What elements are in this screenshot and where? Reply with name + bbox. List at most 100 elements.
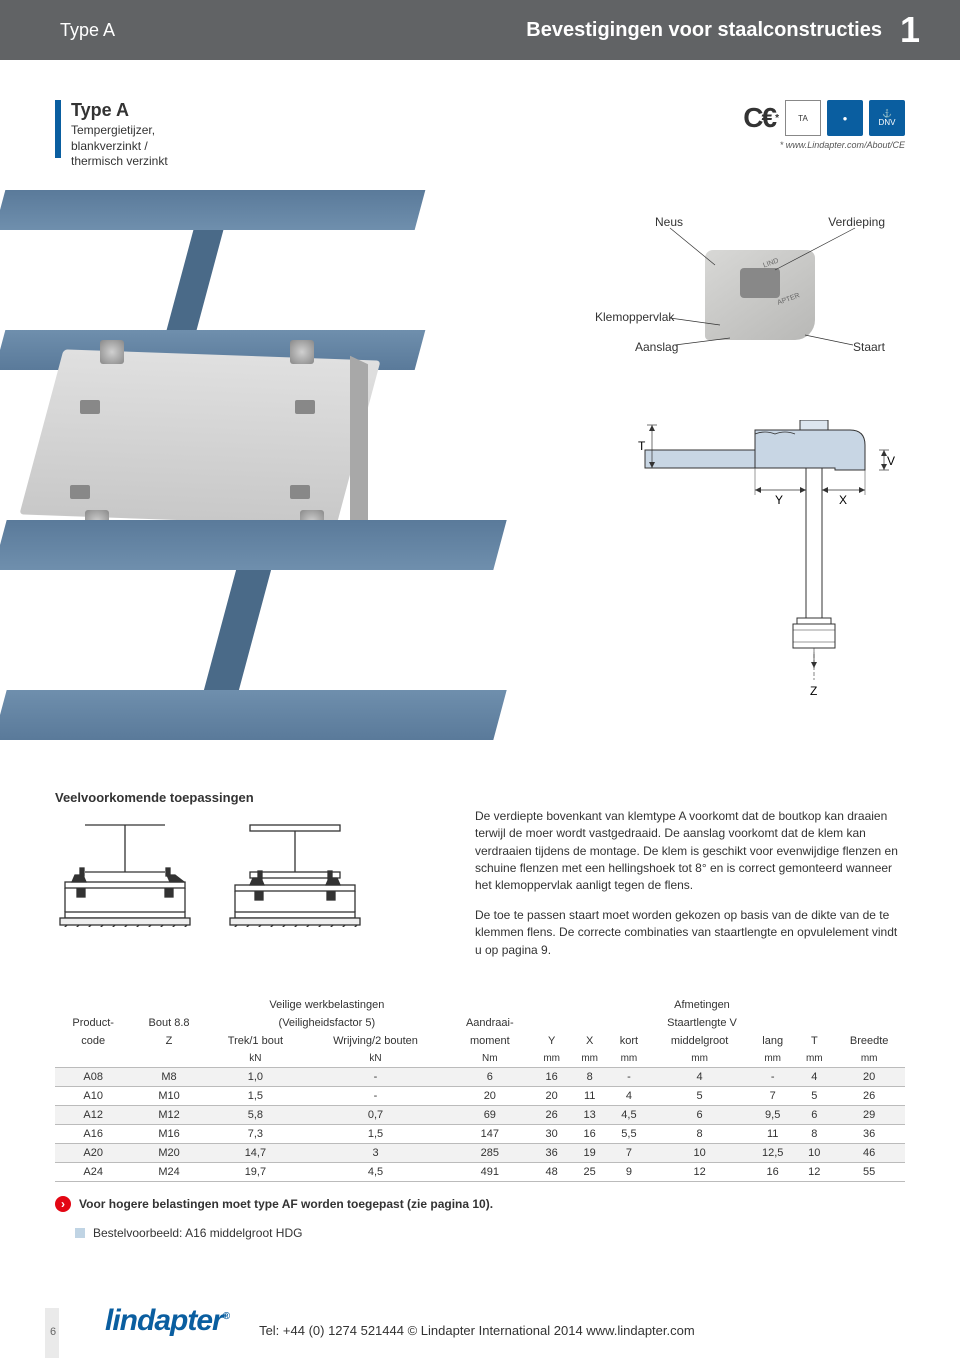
type-desc-1: Tempergietijzer, xyxy=(71,123,168,139)
header-type-label: Type A xyxy=(60,20,115,41)
beam-render xyxy=(0,180,540,780)
table-cell: 1,5 xyxy=(304,1124,447,1143)
nut-icon xyxy=(80,400,100,414)
table-cell: 12 xyxy=(795,1162,833,1181)
table-cell: 7 xyxy=(609,1143,650,1162)
table-cell: 5,5 xyxy=(609,1124,650,1143)
table-cell: 0,7 xyxy=(304,1105,447,1124)
technical-drawing: T V Y xyxy=(625,420,895,710)
th-mm1: mm xyxy=(533,1050,571,1068)
lower-beam xyxy=(0,520,500,740)
table-cell: M24 xyxy=(131,1162,206,1181)
apps-description: De verdiepte bovenkant van klemtype A vo… xyxy=(475,790,905,971)
upper-beam xyxy=(0,190,420,370)
table-cell: 25 xyxy=(571,1162,609,1181)
table-cell: 8 xyxy=(649,1124,750,1143)
header-title: Bevestigingen voor staalconstructies xyxy=(526,19,882,42)
leader-lines xyxy=(595,210,905,390)
type-desc-3: thermisch verzinkt xyxy=(71,154,168,170)
th-mm5: mm xyxy=(750,1050,795,1068)
table-cell: 8 xyxy=(795,1124,833,1143)
header-page-number: 1 xyxy=(900,9,920,51)
table-cell: 7,3 xyxy=(207,1124,304,1143)
table-cell: 29 xyxy=(833,1105,905,1124)
table-cell: - xyxy=(304,1067,447,1086)
table-cell: - xyxy=(304,1086,447,1105)
table-cell: 6 xyxy=(649,1105,750,1124)
footer-page-number: 6 xyxy=(50,1326,56,1338)
table-cell: A20 xyxy=(55,1143,131,1162)
th-vf: (Veiligheidsfactor 5) xyxy=(207,1014,447,1032)
th-veilige: Veilige werkbelastingen xyxy=(207,996,447,1014)
table-cell: 285 xyxy=(447,1143,533,1162)
th-kn1: kN xyxy=(207,1050,304,1068)
table-cell: 14,7 xyxy=(207,1143,304,1162)
table-cell: M8 xyxy=(131,1067,206,1086)
plate-edge xyxy=(350,356,368,532)
th-kn2: kN xyxy=(304,1050,447,1068)
table-row: A08M81,0-6168-4-420 xyxy=(55,1067,905,1086)
type-accent-bar xyxy=(55,100,61,158)
table-cell: 4 xyxy=(609,1086,650,1105)
table-cell: 6 xyxy=(447,1067,533,1086)
table-row: A10M101,5-202011457526 xyxy=(55,1086,905,1105)
nut-icon xyxy=(295,400,315,414)
page-header: Type A Bevestigingen voor staalconstruct… xyxy=(0,0,960,60)
table-cell: 20 xyxy=(533,1086,571,1105)
table-cell: 4 xyxy=(795,1067,833,1086)
apps-para-1: De verdiepte bovenkant van klemtype A vo… xyxy=(475,808,905,895)
type-block: Type A Tempergietijzer, blankverzinkt / … xyxy=(55,100,905,170)
table-cell: M10 xyxy=(131,1086,206,1105)
th-wrijving: Wrijving/2 bouten xyxy=(304,1032,447,1050)
dim-v: V xyxy=(887,454,895,468)
table-cell: 5 xyxy=(649,1086,750,1105)
content-area: Type A Tempergietijzer, blankverzinkt / … xyxy=(0,60,960,1240)
th-nm: Nm xyxy=(447,1050,533,1068)
table-cell: 1,0 xyxy=(207,1067,304,1086)
certification-badges: C€* TA ● ⚓DNV * www.Lindapter.com/About/… xyxy=(741,100,905,150)
th-kort: kort xyxy=(609,1032,650,1050)
table-cell: A12 xyxy=(55,1105,131,1124)
table-cell: 11 xyxy=(750,1124,795,1143)
illustration-block: Neus Verdieping LIND APTER Klemoppervlak… xyxy=(55,190,905,780)
table-cell: 19 xyxy=(571,1143,609,1162)
table-cell: 7 xyxy=(750,1086,795,1105)
table-cell: - xyxy=(609,1067,650,1086)
table-row: A12M125,80,76926134,569,5629 xyxy=(55,1105,905,1124)
table-cell: 20 xyxy=(447,1086,533,1105)
th-trek: Trek/1 bout xyxy=(207,1032,304,1050)
lindapter-logo: lindapter® xyxy=(105,1304,229,1338)
table-cell: 55 xyxy=(833,1162,905,1181)
table-cell: 36 xyxy=(833,1124,905,1143)
nut-icon xyxy=(70,485,90,499)
th-z: Z xyxy=(131,1032,206,1050)
type-desc-2: blankverzinkt / xyxy=(71,139,168,155)
spec-table: Veilige werkbelastingen Afmetingen Produ… xyxy=(55,996,905,1182)
th-mm6: mm xyxy=(795,1050,833,1068)
th-afmetingen: Afmetingen xyxy=(609,996,796,1014)
dnv-badge-icon: ⚓DNV xyxy=(869,100,905,136)
table-cell: 3 xyxy=(304,1143,447,1162)
table-cell: 8 xyxy=(571,1067,609,1086)
table-cell: 12,5 xyxy=(750,1143,795,1162)
table-cell: 20 xyxy=(833,1067,905,1086)
ce-mark-icon: C€* xyxy=(741,100,779,136)
th-mm7: mm xyxy=(833,1050,905,1068)
dim-t: T xyxy=(638,439,646,453)
table-row: A16M167,31,514730165,5811836 xyxy=(55,1124,905,1143)
connection-plate xyxy=(19,349,380,525)
dim-y: Y xyxy=(775,493,783,507)
header-right: Bevestigingen voor staalconstructies 1 xyxy=(526,9,920,51)
table-cell: 16 xyxy=(571,1124,609,1143)
table-cell: 6 xyxy=(795,1105,833,1124)
apps-left: Veelvoorkomende toepassingen xyxy=(55,790,435,927)
table-cell: A10 xyxy=(55,1086,131,1105)
table-cell: 10 xyxy=(795,1143,833,1162)
table-cell: 9 xyxy=(609,1162,650,1181)
catalog-page: Type A Bevestigingen voor staalconstruct… xyxy=(0,0,960,1358)
table-cell: 13 xyxy=(571,1105,609,1124)
type-heading: Type A xyxy=(71,100,168,121)
table-cell: M16 xyxy=(131,1124,206,1143)
dim-x: X xyxy=(839,493,847,507)
th-product: Product- xyxy=(55,1014,131,1032)
